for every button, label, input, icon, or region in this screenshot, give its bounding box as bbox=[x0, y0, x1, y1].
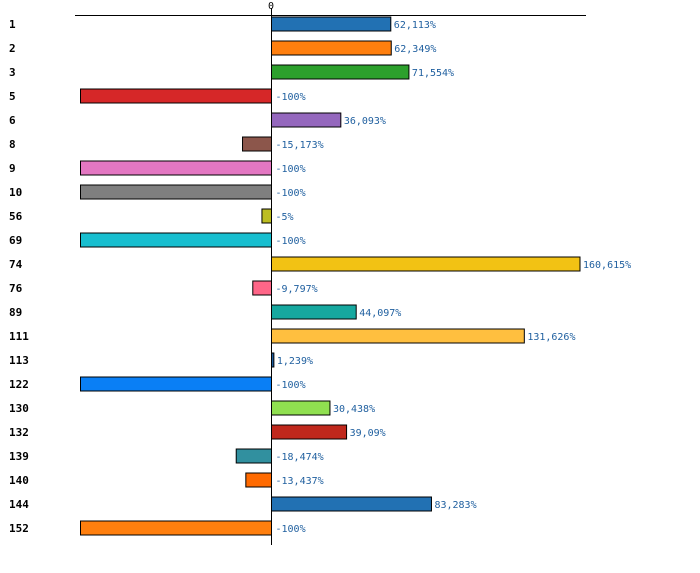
value-label: 83,283% bbox=[434, 500, 476, 511]
bar bbox=[80, 232, 272, 248]
category-label: 130 bbox=[9, 402, 29, 415]
value-label: 131,626% bbox=[527, 332, 575, 343]
category-label: 10 bbox=[9, 186, 22, 199]
value-label: -100% bbox=[276, 188, 306, 199]
value-label: 44,097% bbox=[359, 308, 401, 319]
bar bbox=[271, 328, 525, 344]
bar bbox=[271, 256, 581, 272]
value-label: -100% bbox=[276, 524, 306, 535]
category-label: 113 bbox=[9, 354, 29, 367]
category-label: 9 bbox=[9, 162, 16, 175]
bar bbox=[80, 160, 272, 176]
value-label: 160,615% bbox=[583, 260, 631, 271]
value-label: -15,173% bbox=[276, 140, 324, 151]
category-label: 69 bbox=[9, 234, 22, 247]
bar bbox=[261, 208, 273, 224]
value-label: 1,239% bbox=[277, 356, 313, 367]
category-label: 76 bbox=[9, 282, 23, 295]
bar bbox=[271, 424, 348, 440]
value-label: 62,349% bbox=[394, 44, 436, 55]
bar bbox=[80, 88, 272, 104]
value-label: -13,437% bbox=[276, 476, 324, 487]
bars-group: 1 62,113% 2 62,349% 3 71,554% 5 -100% 6 36,093% 8 -… bbox=[9, 16, 631, 536]
bar bbox=[271, 304, 357, 320]
bar bbox=[80, 520, 272, 536]
category-label: 144 bbox=[9, 498, 29, 511]
category-label: 132 bbox=[9, 426, 29, 439]
value-label: -9,797% bbox=[276, 284, 318, 295]
value-label: 62,113% bbox=[394, 20, 436, 31]
bar bbox=[235, 448, 272, 464]
category-label: 74 bbox=[9, 258, 23, 271]
value-label: -100% bbox=[276, 380, 306, 391]
bar bbox=[271, 496, 432, 512]
zero-tick-label: 0 bbox=[268, 1, 274, 12]
category-label: 1 bbox=[9, 18, 16, 31]
category-label: 5 bbox=[9, 90, 16, 103]
value-label: -100% bbox=[276, 92, 306, 103]
value-label: -100% bbox=[276, 236, 306, 247]
category-label: 152 bbox=[9, 522, 29, 535]
bar bbox=[271, 400, 331, 416]
value-label: -18,474% bbox=[276, 452, 324, 463]
value-label: 30,438% bbox=[333, 404, 375, 415]
category-label: 111 bbox=[9, 330, 29, 343]
category-label: 6 bbox=[9, 114, 16, 127]
bar bbox=[80, 184, 272, 200]
bar bbox=[252, 280, 273, 296]
bar bbox=[80, 376, 272, 392]
bar bbox=[245, 472, 272, 488]
bar bbox=[242, 136, 273, 152]
category-label: 89 bbox=[9, 306, 22, 319]
category-label: 139 bbox=[9, 450, 29, 463]
category-label: 3 bbox=[9, 66, 16, 79]
bar bbox=[271, 40, 392, 56]
value-label: 71,554% bbox=[412, 68, 454, 79]
value-label: -100% bbox=[276, 164, 306, 175]
bar bbox=[271, 64, 410, 80]
value-label: 39,09% bbox=[350, 428, 386, 439]
value-label: 36,093% bbox=[344, 116, 386, 127]
category-label: 56 bbox=[9, 210, 23, 223]
bar bbox=[271, 112, 342, 128]
bar bbox=[271, 16, 392, 32]
bar bbox=[271, 352, 275, 368]
category-label: 2 bbox=[9, 42, 16, 55]
value-label: -5% bbox=[276, 212, 294, 223]
category-label: 8 bbox=[9, 138, 16, 151]
category-label: 122 bbox=[9, 378, 29, 391]
category-label: 140 bbox=[9, 474, 29, 487]
